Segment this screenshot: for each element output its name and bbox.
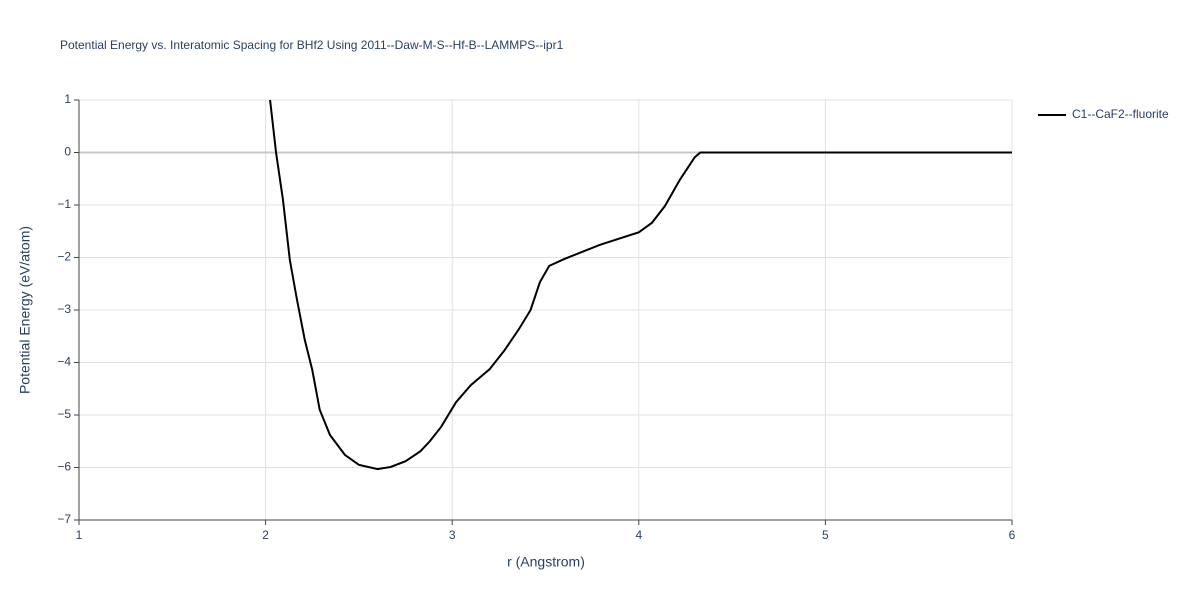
x-tick-label: 2 bbox=[262, 528, 269, 542]
y-tick-label: 1 bbox=[64, 92, 71, 106]
y-tick-label: −1 bbox=[57, 197, 71, 211]
y-tick-label: 0 bbox=[64, 145, 71, 159]
y-tick-label: −4 bbox=[57, 355, 71, 369]
x-tick-label: 3 bbox=[449, 528, 456, 542]
y-tick-label: −5 bbox=[57, 407, 71, 421]
x-tick-label: 4 bbox=[635, 528, 642, 542]
y-tick-label: −7 bbox=[57, 512, 71, 526]
x-tick-label: 5 bbox=[822, 528, 829, 542]
line-series bbox=[269, 99, 1012, 471]
y-tick-label: −2 bbox=[57, 250, 71, 264]
chart-title: Potential Energy vs. Interatomic Spacing… bbox=[60, 38, 564, 52]
y-axis-title: Potential Energy (eV/atom) bbox=[17, 226, 33, 394]
legend-label: C1--CaF2--fluorite bbox=[1072, 107, 1169, 121]
x-tick-label: 1 bbox=[76, 528, 83, 542]
x-axis-title: r (Angstrom) bbox=[507, 554, 585, 570]
x-tick-label: 6 bbox=[1009, 528, 1016, 542]
y-tick-label: −3 bbox=[57, 302, 71, 316]
y-tick-label: −6 bbox=[57, 460, 71, 474]
